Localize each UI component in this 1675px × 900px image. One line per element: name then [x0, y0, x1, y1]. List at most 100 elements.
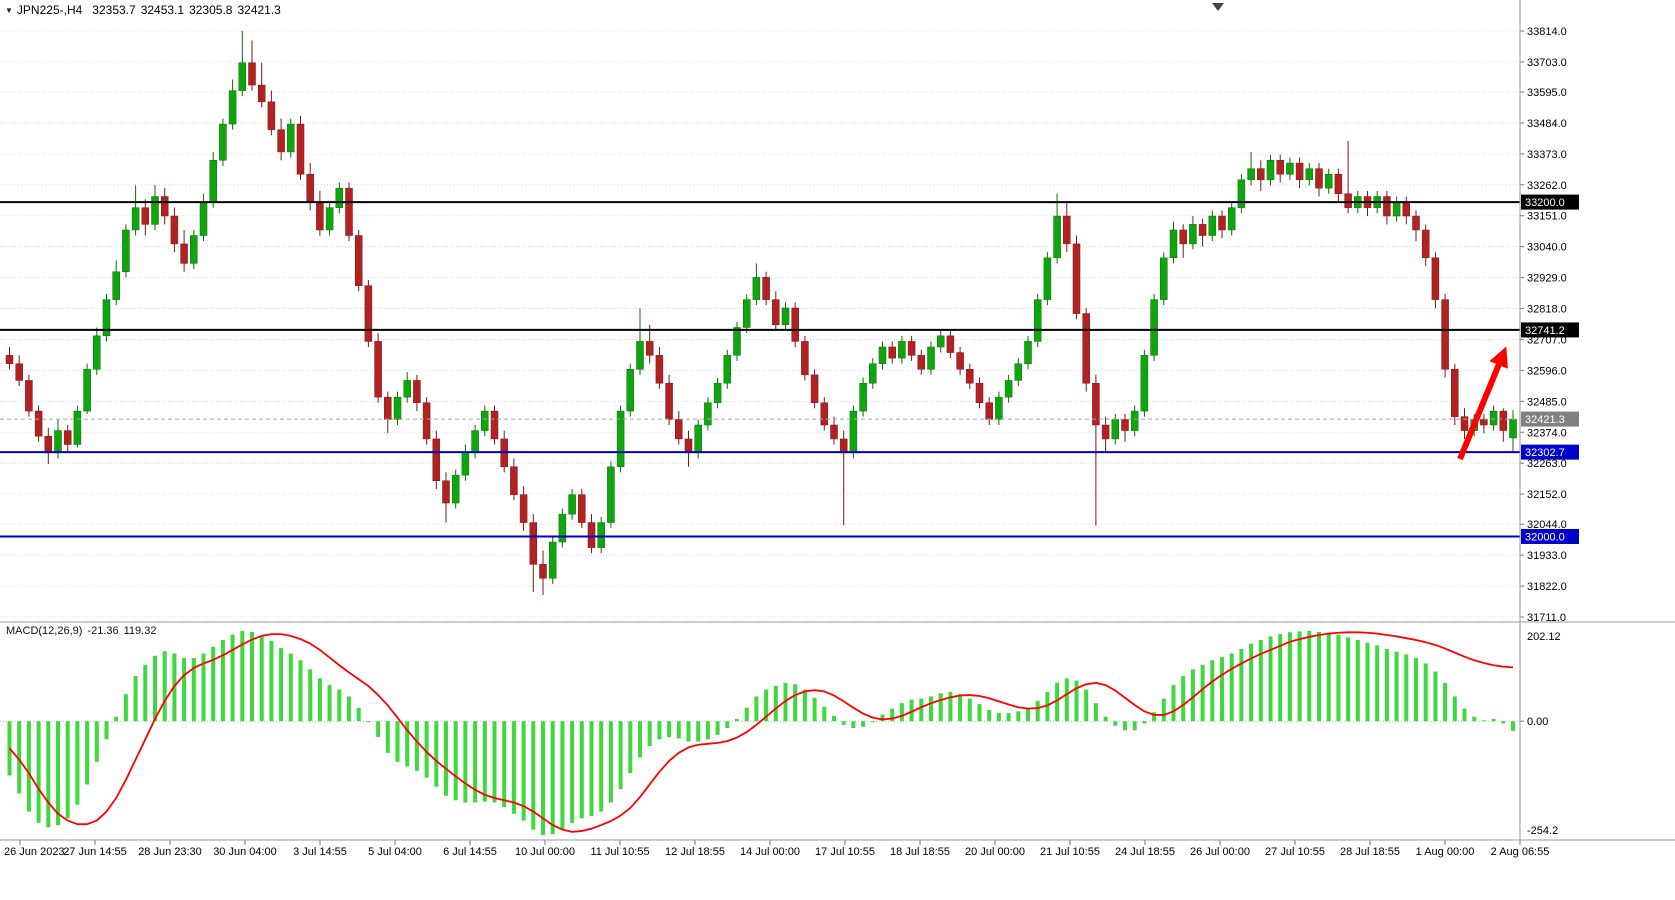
candle-body [306, 173, 314, 203]
macd-histogram-bar [424, 721, 429, 778]
candle-body [63, 430, 72, 445]
candle-body [296, 123, 305, 175]
macd-histogram-bar [638, 721, 642, 758]
price-axis[interactable]: 33814.0 33703.0 33595.0 33484.0 33373.0 33262… [1520, 26, 1579, 837]
macd-histogram-bar [948, 691, 953, 722]
candle-body [442, 480, 450, 504]
macd-histogram-bar [977, 704, 982, 722]
candle-body [1169, 229, 1178, 259]
macd-histogram-bar [735, 718, 739, 722]
macd-histogram-bar [676, 721, 681, 739]
price-line-box [1521, 194, 1579, 210]
candle-body [578, 494, 586, 523]
candle-body [44, 435, 53, 454]
candle-body [607, 466, 615, 523]
x-axis-label: 26 Jun 2023 [4, 846, 65, 858]
candle-body [636, 341, 644, 370]
macd-histogram-bar [317, 678, 322, 722]
annotations[interactable] [1212, 3, 1508, 461]
candle-body [616, 410, 625, 468]
candle-body [694, 424, 702, 454]
macd-histogram-bar [1229, 653, 1234, 722]
macd-histogram-bar [240, 630, 245, 722]
trend-arrow[interactable] [1457, 346, 1508, 461]
macd-histogram-bar [182, 658, 187, 722]
candle-body [519, 494, 528, 523]
x-axis-label: 6 Jul 14:55 [443, 846, 497, 858]
candle-body [1150, 299, 1158, 356]
macd-histogram-bar [1365, 642, 1370, 722]
x-axis-label: 27 Jun 14:55 [63, 846, 127, 858]
x-axis-label: 28 Jun 23:30 [138, 846, 202, 858]
candle-body [1208, 215, 1217, 236]
candle-body [316, 201, 324, 231]
candle-body [888, 346, 896, 359]
macd-histogram-bar [1239, 649, 1244, 722]
macd-histogram-bar [531, 721, 536, 830]
macd-histogram-bar [822, 706, 827, 722]
macd-histogram-bar [1394, 651, 1399, 722]
candle-body [1276, 160, 1284, 175]
candle-body [810, 374, 819, 403]
macd-histogram-bar [288, 653, 293, 722]
candle-body [432, 438, 441, 481]
candle-body [1344, 193, 1352, 208]
candle-body [587, 522, 596, 548]
x-axis-label: 11 Jul 10:55 [590, 846, 649, 858]
candle-body [684, 438, 693, 454]
macd-histogram-bar [1210, 660, 1215, 722]
candle-body [151, 196, 159, 225]
macd-histogram-bar [482, 721, 487, 802]
macd-histogram-bar [1035, 700, 1040, 722]
macd-histogram-bar [298, 660, 303, 722]
x-axis-label: 28 Jul 18:55 [1340, 846, 1400, 858]
candle-body [471, 430, 479, 454]
macd-histogram-bar [1287, 632, 1292, 722]
macd-histogram-bar [1511, 721, 1515, 731]
candle-body [1140, 355, 1149, 412]
chart-shift-marker[interactable] [1212, 3, 1224, 11]
x-axis-label: 30 Jun 04:00 [213, 846, 277, 858]
candle-body [1412, 215, 1420, 231]
macd-histogram-bar [1355, 639, 1360, 722]
macd-histogram-bar [1404, 654, 1409, 722]
macd-histogram-bar [1064, 678, 1069, 722]
candle-body [1334, 173, 1343, 194]
candle-body [859, 382, 867, 412]
macd-histogram-bar [967, 698, 972, 722]
candle-body [422, 402, 431, 440]
candle-body [461, 452, 470, 476]
macd-histogram-bar [899, 703, 904, 722]
candle-body [752, 277, 761, 300]
x-axis-label: 12 Jul 18:55 [665, 846, 725, 858]
candle-body [1451, 369, 1459, 417]
candle-body [1004, 380, 1013, 398]
macd-histogram-bar [938, 693, 943, 722]
candle-body [112, 271, 120, 300]
candle-body [1324, 173, 1333, 189]
macd-histogram-bar [1278, 634, 1283, 722]
candle-body [917, 355, 926, 370]
candle-body [898, 341, 906, 359]
candle-body [1043, 257, 1052, 300]
macd-histogram-bar [1491, 718, 1496, 722]
macd-histogram-bar [220, 639, 225, 722]
macd-histogram-bar [356, 707, 361, 722]
candle-body [956, 352, 964, 370]
candle-body [141, 207, 150, 225]
macd-histogram-bar [1093, 703, 1098, 722]
macd-histogram-bar [1026, 707, 1030, 722]
macd-histogram-bar [521, 721, 526, 821]
symbol-dropdown-icon[interactable]: ▼ [5, 6, 13, 15]
candle-body [1286, 162, 1294, 175]
x-axis-label: 27 Jul 10:55 [1265, 846, 1325, 858]
candle-body [946, 335, 955, 353]
macd-histogram-bar [1433, 671, 1438, 722]
candle-body [1499, 410, 1508, 431]
price-line-box [1521, 444, 1579, 460]
candle-body [1315, 168, 1323, 189]
x-axis-label: 1 Aug 00:00 [1416, 846, 1475, 858]
macd-histogram-bar [647, 721, 652, 747]
